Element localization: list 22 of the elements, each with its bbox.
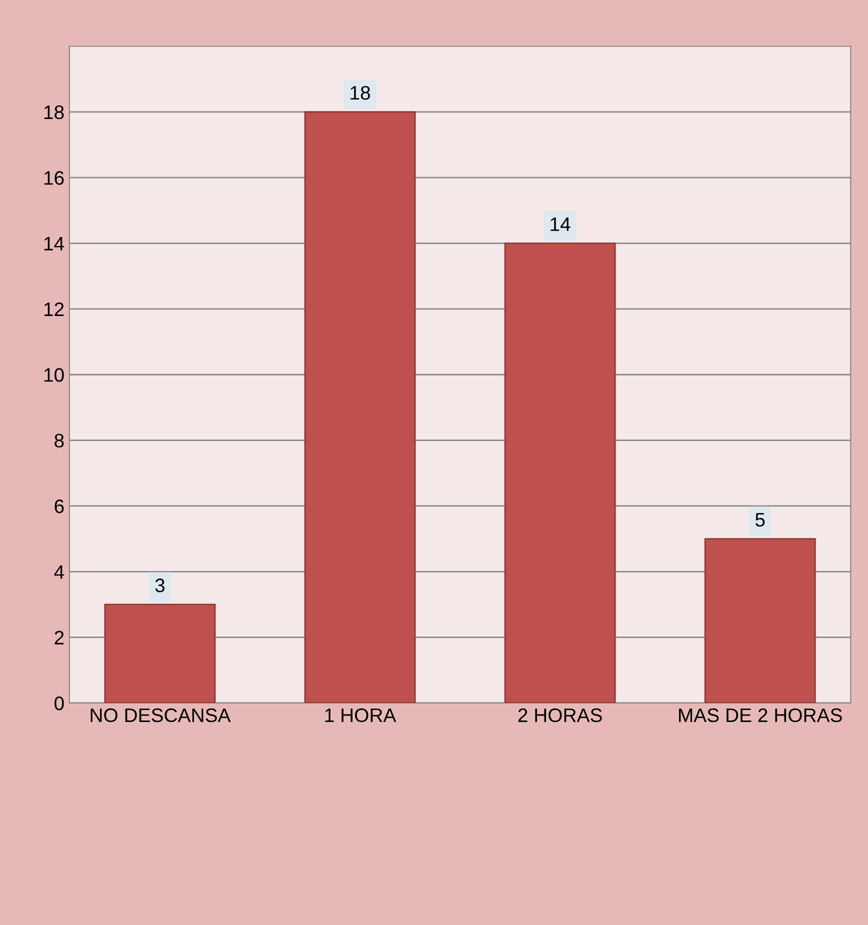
- bar: [704, 538, 816, 703]
- x-tick-label: MAS DE 2 HORAS: [679, 708, 842, 722]
- bar: [304, 111, 416, 703]
- y-tick-label: 16: [44, 171, 64, 185]
- data-label: 14: [550, 218, 570, 231]
- data-label: 5: [755, 513, 765, 527]
- bar: [104, 604, 216, 703]
- x-tick-label: 1 HORA: [325, 708, 396, 722]
- y-tick-label: 18: [44, 105, 64, 120]
- y-tick-label: 2: [54, 630, 64, 644]
- x-tick-label: NO DESCANSA: [90, 708, 231, 722]
- y-tick-label: 0: [54, 696, 64, 710]
- data-label: 18: [350, 86, 370, 100]
- y-tick-label: 14: [44, 236, 64, 250]
- x-tick-label: 2 HORAS: [518, 708, 602, 722]
- y-tick-label: 10: [44, 368, 64, 382]
- y-tick-label: 6: [54, 499, 64, 514]
- y-tick-label: 4: [54, 565, 64, 579]
- y-tick-label: 12: [44, 302, 64, 316]
- y-tick-label: 8: [54, 434, 64, 448]
- data-label: 3: [155, 578, 165, 592]
- bar: [504, 242, 616, 703]
